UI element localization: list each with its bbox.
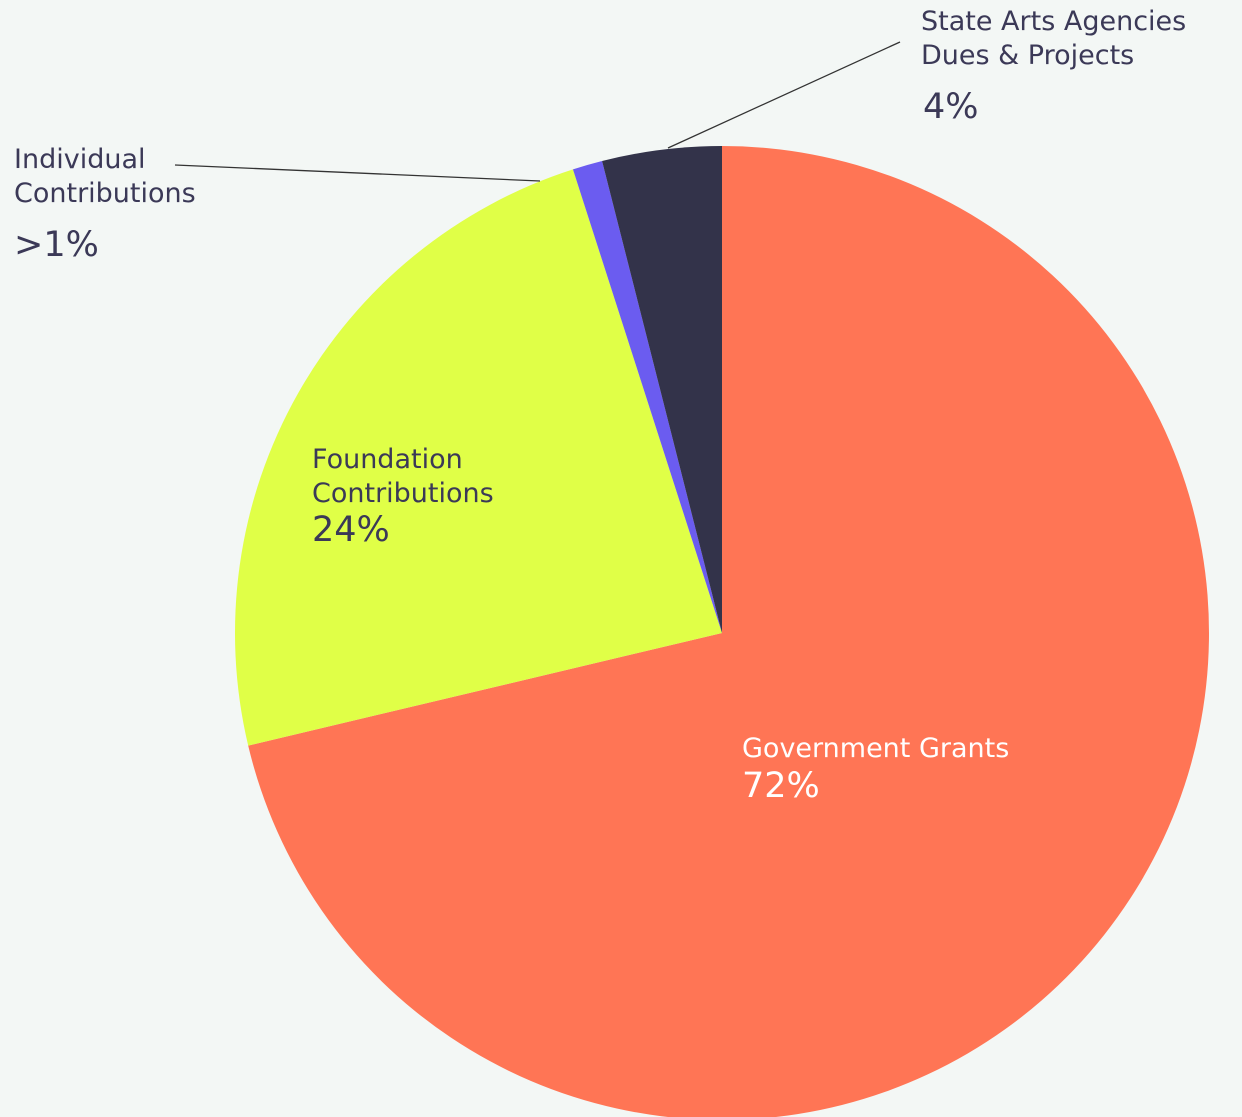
- value-label: 4%: [923, 87, 979, 127]
- slice-label: Government Grants: [742, 733, 1010, 764]
- value-label: 24%: [312, 510, 390, 550]
- value-label: 72%: [742, 766, 820, 806]
- slices: [235, 146, 1209, 1117]
- leader-line: [174, 164, 541, 182]
- slice: [572, 161, 722, 633]
- slice: [602, 146, 722, 633]
- slice-label: Individual Contributions: [14, 144, 196, 209]
- leader-line: [667, 41, 901, 149]
- slice: [235, 169, 722, 746]
- value-label: >1%: [14, 225, 99, 265]
- slice: [248, 146, 1209, 1117]
- slice-label: State Arts Agencies Dues & Projects: [921, 6, 1187, 71]
- slice-label: Foundation Contributions: [312, 444, 494, 509]
